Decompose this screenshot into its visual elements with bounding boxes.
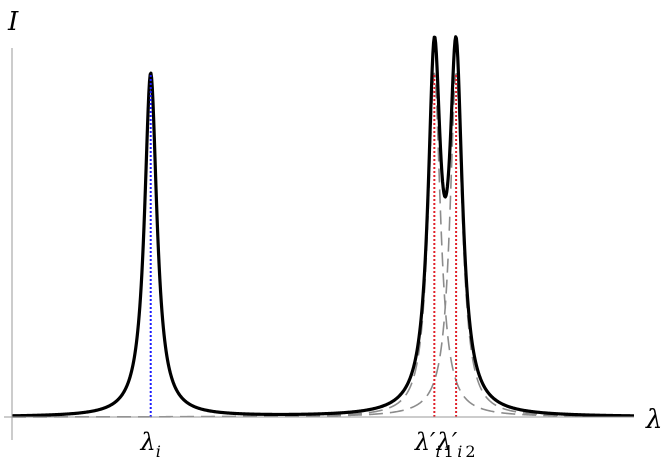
markers-layer [149,73,458,417]
curves-layer [11,35,635,418]
tick-label-1: λ′i 1 [414,428,454,461]
tick-label-0: λi [140,428,161,461]
tick-label-2: λ′i 2 [436,428,476,461]
x-axis-label: λ [645,405,662,435]
total-intensity-curve [11,35,635,418]
component-peak-curve-1 [11,73,635,418]
tick-labels-layer: λi λ′i 1λ′i 2 [140,428,476,461]
y-axis-label: I [7,7,19,37]
component-peak-curve-0 [11,72,635,418]
